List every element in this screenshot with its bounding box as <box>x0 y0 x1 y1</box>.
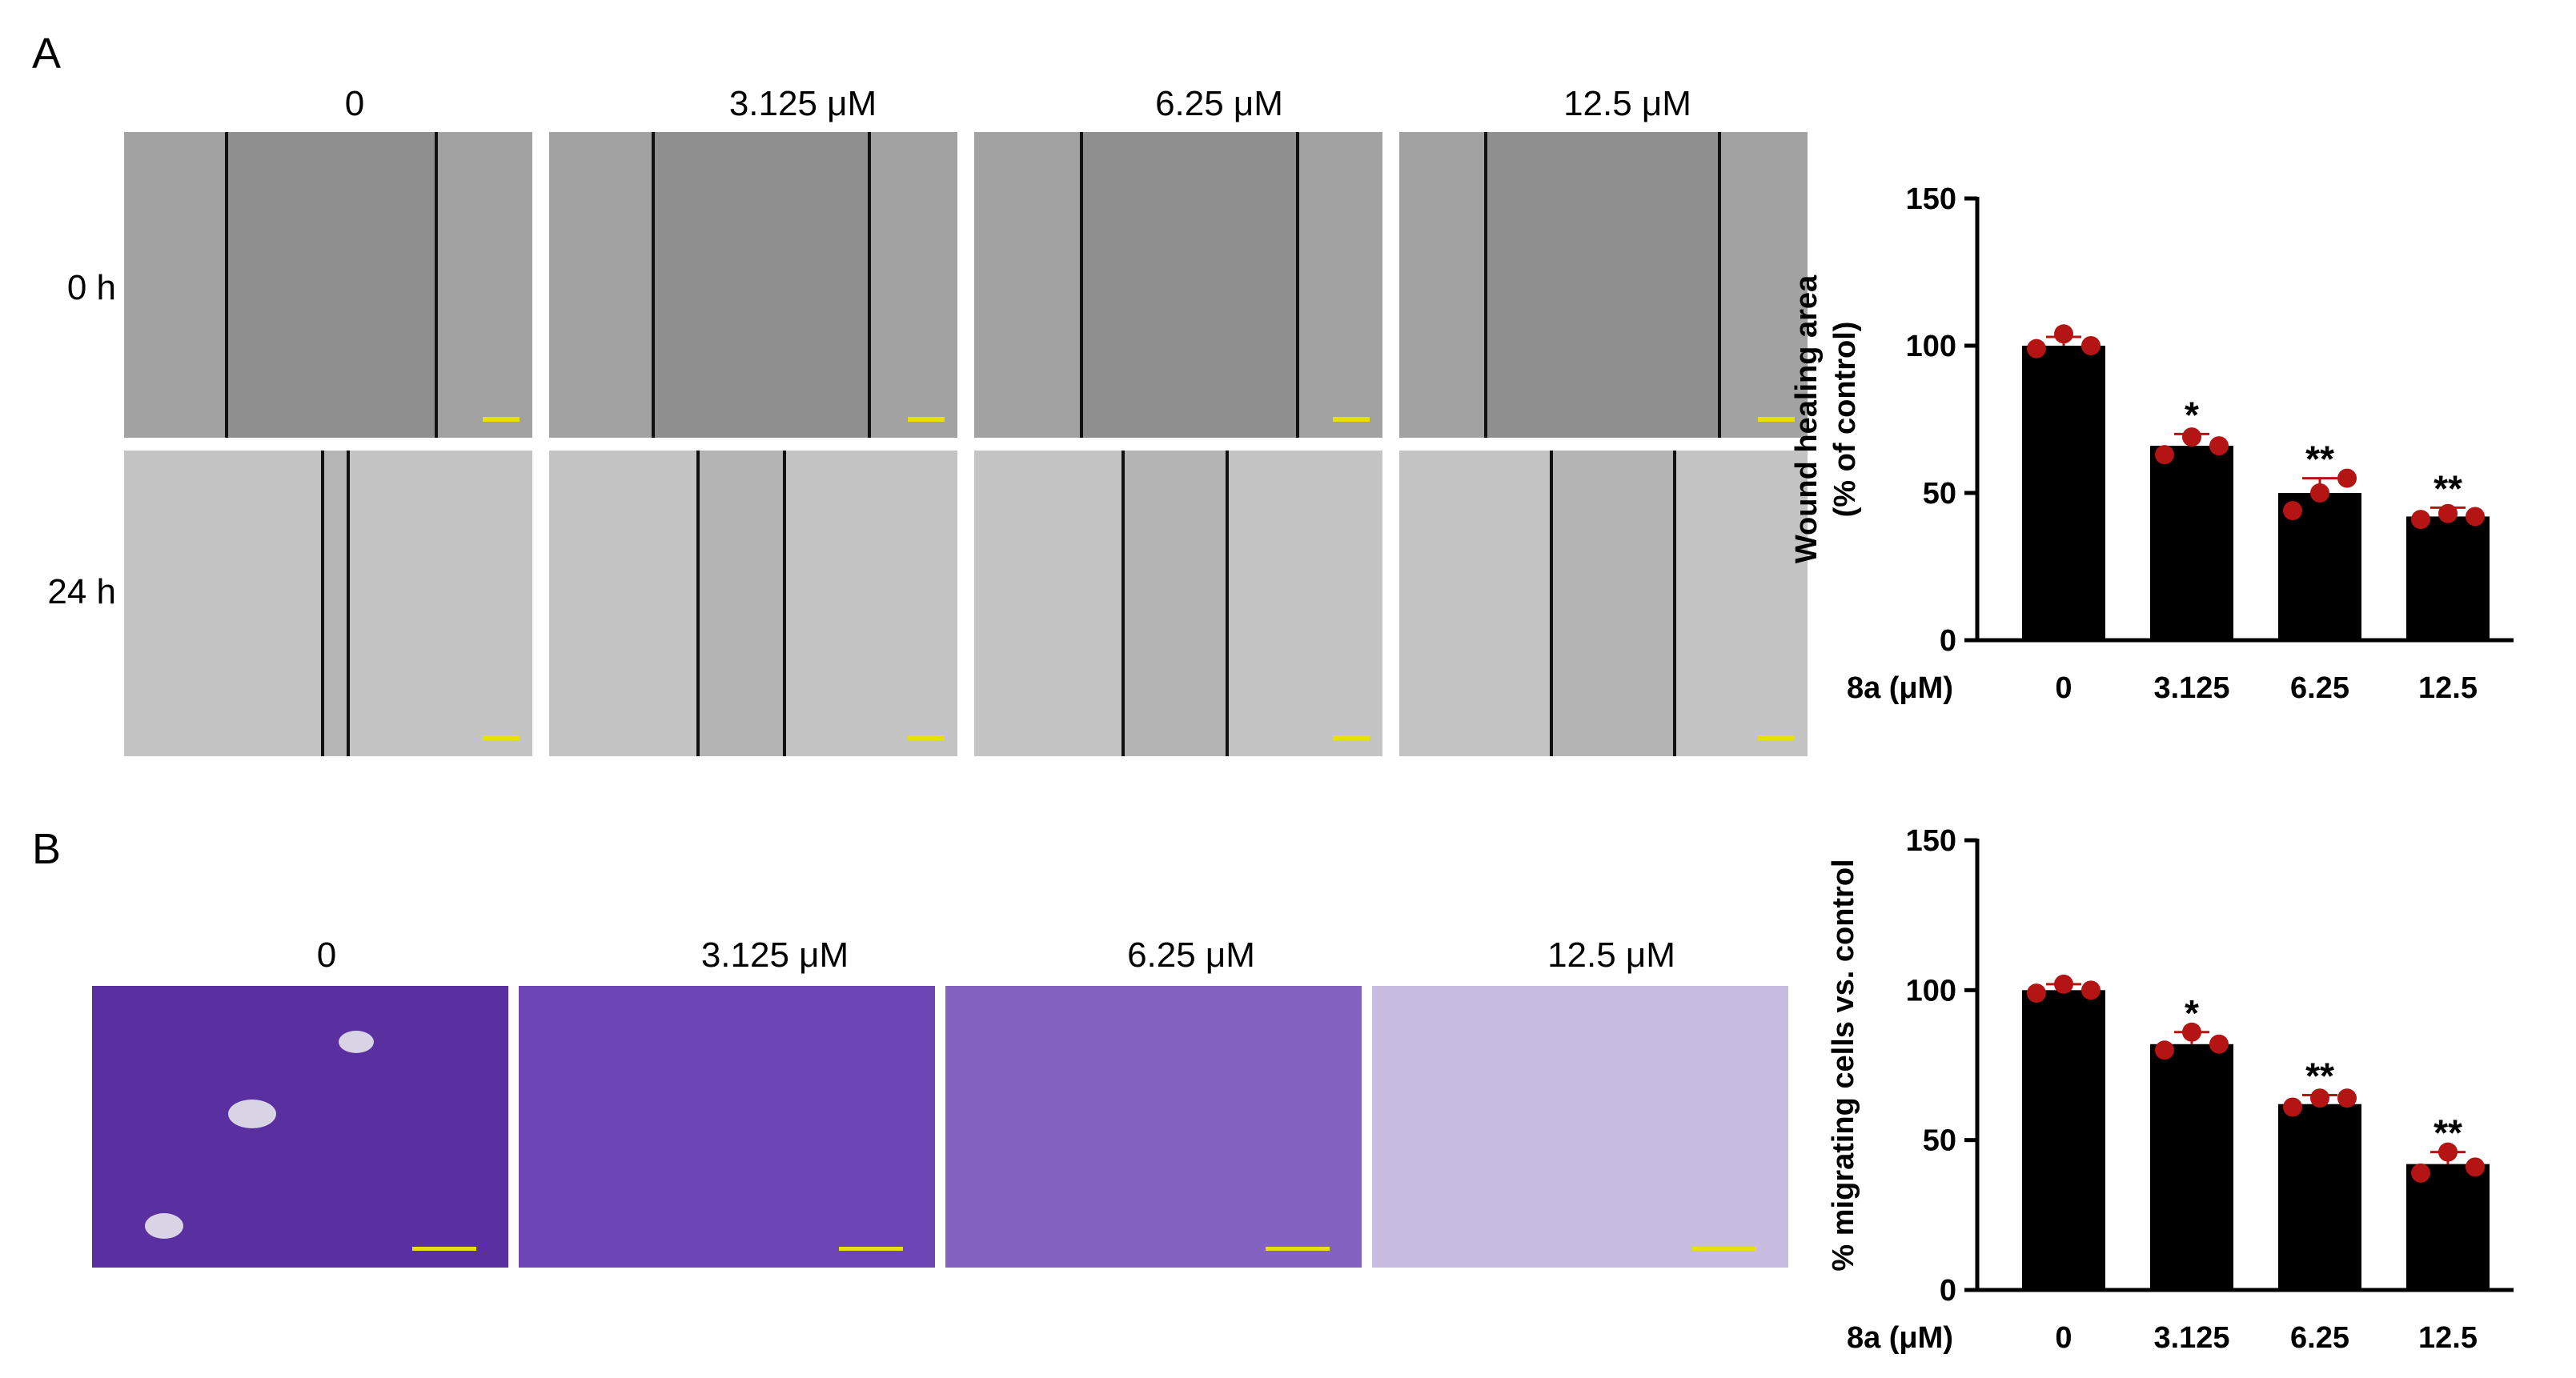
x-tick-label-6.25: 6.25 <box>2290 671 2349 705</box>
x-tick-label-6.25: 6.25 <box>2290 1321 2349 1355</box>
point-6.25-1 <box>2310 483 2329 503</box>
point-6.25-2 <box>2337 1088 2357 1108</box>
wound-image-0h-12uM <box>1399 132 1808 438</box>
point-6.25-0 <box>2283 501 2302 521</box>
x-tick-label-12.5: 12.5 <box>2418 1321 2478 1355</box>
transwell-migration-bar-chart: 0 50 100 150 % migrating cells vs. control 8a… <box>1827 824 2514 1355</box>
point-12.5-1 <box>2438 503 2458 523</box>
point-0-1 <box>2054 974 2073 994</box>
panel-a-col-label-1: 3.125 μM <box>728 84 877 123</box>
point-3.125-0 <box>2155 1040 2174 1060</box>
x-tick-label-0: 0 <box>2055 1321 2072 1355</box>
panel-b-col-label-3: 12.5 μM <box>1547 935 1675 975</box>
bar-12.5 <box>2406 516 2490 640</box>
panel-a-col-label-0: 0 <box>344 84 365 123</box>
point-12.5-2 <box>2466 1157 2485 1177</box>
transwell-image-12uM <box>1372 986 1788 1268</box>
panel-b-col-label-2: 6.25 μM <box>1127 935 1255 975</box>
bar-3.125 <box>2150 446 2233 640</box>
significance-6.25: ** <box>2305 439 2334 480</box>
panel-a-row-label-24h: 24 h <box>47 572 116 611</box>
panel-a-col-label-2: 6.25 μM <box>1155 84 1283 123</box>
wound-healing-bar-chart: 0 50 100 150 Wound healing area (% of control… <box>1790 182 2514 705</box>
bar-0 <box>2022 346 2105 640</box>
point-3.125-1 <box>2182 1022 2201 1042</box>
y-axis-label-line2: (% of control) <box>1828 322 1862 518</box>
point-0-2 <box>2081 980 2101 1000</box>
wound-image-24h-0uM <box>124 451 532 756</box>
significance-6.25: ** <box>2305 1055 2334 1096</box>
significance-12.5: ** <box>2434 1112 2462 1154</box>
panel-b-col-label-1: 3.125 μM <box>700 935 849 975</box>
x-axis-label: 8a (μM) <box>1847 1321 1953 1355</box>
y-tick-label: 100 <box>1906 974 1956 1007</box>
wound-image-0h-0uM <box>124 132 532 438</box>
panel-a-col-label-3: 12.5 μM <box>1563 84 1691 123</box>
transwell-image-6uM <box>945 986 1362 1268</box>
point-12.5-2 <box>2466 507 2485 527</box>
wound-image-24h-3uM <box>549 451 957 756</box>
point-3.125-0 <box>2155 445 2174 465</box>
significance-12.5: ** <box>2434 467 2462 509</box>
x-tick-label-12.5: 12.5 <box>2418 671 2478 705</box>
point-12.5-0 <box>2411 510 2430 530</box>
chart-wound-healing: 0 50 100 150 Wound healing area (% of control… <box>1790 160 2562 736</box>
x-tick-label-3.125: 3.125 <box>2153 671 2229 705</box>
point-0-2 <box>2081 336 2101 355</box>
y-tick-label: 150 <box>1906 824 1956 858</box>
y-tick-label: 150 <box>1906 182 1956 216</box>
point-3.125-2 <box>2209 436 2229 456</box>
bar-3.125 <box>2150 1044 2233 1290</box>
y-tick-label: 50 <box>1923 477 1956 511</box>
bar-12.5 <box>2406 1164 2490 1290</box>
point-3.125-2 <box>2209 1034 2229 1054</box>
y-tick-label: 100 <box>1906 330 1956 363</box>
panel-letter-b: B <box>32 825 62 873</box>
significance-3.125: * <box>2185 992 2199 1034</box>
y-axis-label: % migrating cells vs. control <box>1827 859 1860 1271</box>
y-tick-label: 0 <box>1940 1274 1956 1308</box>
y-tick-label: 0 <box>1940 624 1956 658</box>
bar-6.25 <box>2278 1104 2361 1290</box>
panel-letter-a: A <box>32 30 62 78</box>
point-6.25-2 <box>2337 468 2357 488</box>
transwell-image-0uM <box>92 986 508 1268</box>
point-12.5-1 <box>2438 1142 2458 1162</box>
x-axis-label: 8a (μM) <box>1847 671 1953 705</box>
panel-a-row-label-0h: 0 h <box>66 268 116 307</box>
panel-b-col-label-0: 0 <box>316 935 337 975</box>
x-tick-label-0: 0 <box>2055 671 2072 705</box>
wound-image-24h-6uM <box>974 451 1382 756</box>
y-axis-label-line1: Wound healing area <box>1793 274 1824 563</box>
point-12.5-0 <box>2411 1163 2430 1183</box>
wound-image-0h-3uM <box>549 132 957 438</box>
point-0-0 <box>2027 338 2046 359</box>
significance-3.125: * <box>2185 394 2199 435</box>
point-6.25-0 <box>2283 1097 2302 1117</box>
x-tick-label-3.125: 3.125 <box>2153 1321 2229 1355</box>
point-0-1 <box>2054 324 2073 344</box>
wound-image-24h-12uM <box>1399 451 1808 756</box>
point-6.25-1 <box>2310 1088 2329 1108</box>
bar-0 <box>2022 990 2105 1290</box>
point-3.125-1 <box>2182 427 2201 447</box>
wound-image-0h-6uM <box>974 132 1382 438</box>
point-0-0 <box>2027 983 2046 1003</box>
transwell-image-3uM <box>519 986 935 1268</box>
y-tick-label: 50 <box>1923 1124 1956 1158</box>
chart-transwell: 0 50 100 150 % migrating cells vs. control 8a… <box>1793 800 2562 1374</box>
